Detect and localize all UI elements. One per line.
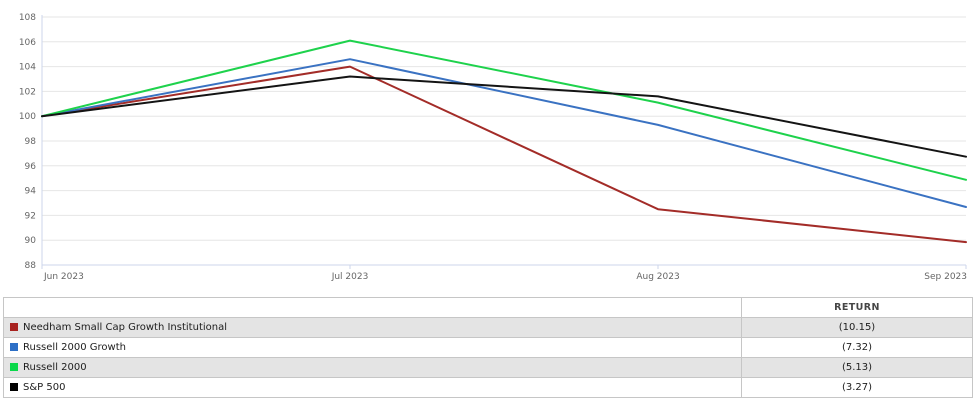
table-row: Russell 2000 (5.13) bbox=[3, 357, 973, 378]
series-color-swatch bbox=[10, 343, 18, 351]
return-value: (3.27) bbox=[741, 377, 973, 398]
y-axis-tick-label: 108 bbox=[19, 13, 36, 23]
y-axis-tick-label: 106 bbox=[19, 38, 36, 48]
series-name-label: Russell 2000 bbox=[23, 362, 87, 373]
x-axis-tick-label: Aug 2023 bbox=[636, 272, 679, 282]
return-value: (10.15) bbox=[741, 317, 973, 338]
series-name-cell: Needham Small Cap Growth Institutional bbox=[3, 317, 742, 338]
series-name-label: S&P 500 bbox=[23, 382, 66, 393]
series-name-cell: Russell 2000 Growth bbox=[3, 337, 742, 358]
series-line-0[interactable] bbox=[41, 65, 967, 244]
table-row: Russell 2000 Growth (7.32) bbox=[3, 337, 973, 358]
series-name-label: Needham Small Cap Growth Institutional bbox=[23, 322, 227, 333]
series-line-1[interactable] bbox=[41, 58, 967, 208]
y-axis-tick-label: 102 bbox=[19, 87, 36, 97]
y-axis-tick-label: 98 bbox=[25, 137, 37, 147]
series-color-swatch bbox=[10, 383, 18, 391]
return-column-header: RETURN bbox=[741, 297, 973, 318]
returns-table: RETURN Needham Small Cap Growth Institut… bbox=[3, 297, 973, 398]
y-axis-tick-label: 104 bbox=[19, 63, 36, 73]
y-axis-tick-label: 96 bbox=[25, 162, 37, 172]
table-row: S&P 500 (3.27) bbox=[3, 377, 973, 398]
series-name-cell: Russell 2000 bbox=[3, 357, 742, 378]
x-axis-tick-label: Sep 2023 bbox=[924, 272, 967, 282]
y-axis-tick-label: 90 bbox=[25, 236, 37, 246]
series-name-label: Russell 2000 Growth bbox=[23, 342, 126, 353]
table-row: Needham Small Cap Growth Institutional (… bbox=[3, 317, 973, 338]
x-axis-tick-label: Jun 2023 bbox=[43, 272, 84, 282]
return-value: (7.32) bbox=[741, 337, 973, 358]
series-line-3[interactable] bbox=[41, 75, 967, 158]
y-axis-tick-label: 88 bbox=[25, 261, 37, 271]
y-axis-tick-label: 94 bbox=[25, 187, 37, 197]
chart-canvas[interactable]: 88 90 92 94 96 98 100 102 104 106 108 Jun 2023 Jul 2… bbox=[0, 0, 980, 292]
return-value: (5.13) bbox=[741, 357, 973, 378]
series-color-swatch bbox=[10, 363, 18, 371]
series-color-swatch bbox=[10, 323, 18, 331]
series-name-cell: S&P 500 bbox=[3, 377, 742, 398]
y-axis-tick-label: 100 bbox=[19, 112, 36, 122]
series-line-2[interactable] bbox=[41, 39, 967, 181]
table-header-row: RETURN bbox=[3, 297, 973, 318]
x-axis-tick-label: Jul 2023 bbox=[331, 272, 369, 282]
series-name-column-header bbox=[3, 297, 742, 318]
growth-of-100-line-chart[interactable]: 88 90 92 94 96 98 100 102 104 106 108 Jun 2023 Jul 2… bbox=[0, 0, 980, 292]
y-axis-tick-label: 92 bbox=[25, 211, 36, 221]
